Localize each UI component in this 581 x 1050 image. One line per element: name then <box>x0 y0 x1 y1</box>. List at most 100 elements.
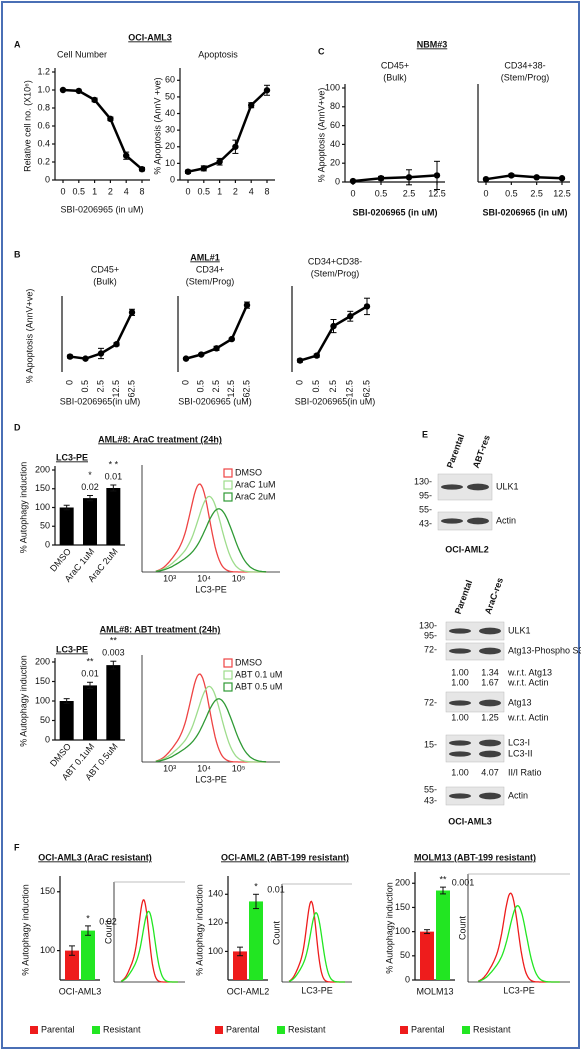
x-tick-label: 0.5 <box>375 188 388 198</box>
blot-band <box>467 483 489 491</box>
annotation: 0.01 <box>267 885 285 895</box>
chart-subtitle: LC3-PE <box>56 452 88 462</box>
data-point <box>363 303 371 310</box>
quant-value: w.r.t. Actin <box>507 712 549 722</box>
x-tick-label: 12.5 <box>553 188 571 198</box>
y-tick-label: 150 <box>35 676 50 686</box>
mw-marker: 43- <box>424 795 437 805</box>
data-point <box>200 165 207 172</box>
data-point <box>91 96 98 104</box>
overlay-x-label: LC3-PE <box>195 584 227 594</box>
data-point <box>182 355 190 362</box>
x-tick-label: 62.5 <box>126 380 136 398</box>
blot-band <box>449 740 471 746</box>
x-tick-label: 0.5 <box>73 186 86 196</box>
chart-title: (Stem/Prog) <box>311 268 360 278</box>
legend-label: AraC 1uM <box>235 479 276 489</box>
blot-strip <box>445 734 505 763</box>
chart-title: CD34+38- <box>504 60 545 70</box>
bar <box>83 685 97 740</box>
data-point <box>138 166 146 173</box>
x-tick-label: 2 <box>108 186 113 196</box>
y-tick-label: 50 <box>40 715 50 725</box>
overlay-y-label: Count <box>271 921 281 946</box>
bar <box>249 901 263 980</box>
x-axis-label: SBI-0206965 (in uM) <box>60 204 143 214</box>
data-point <box>75 87 83 95</box>
legend-label: ABT 0.1 uM <box>235 669 282 679</box>
histogram-curve <box>288 912 345 983</box>
x-tick-label: 0 <box>483 188 488 198</box>
annotation: * <box>86 913 90 923</box>
y-tick-label: 200 <box>35 464 50 474</box>
legend-label: AraC 2uM <box>235 491 276 501</box>
y-axis-label: % Autophagy induction <box>18 655 28 747</box>
blot-strip <box>445 786 505 806</box>
mw-marker: 43- <box>419 518 432 528</box>
legend-swatch <box>223 682 233 692</box>
legend-swatch <box>277 1026 285 1034</box>
lane-label: Parental <box>445 433 467 470</box>
data-line <box>62 88 143 171</box>
blot-band <box>449 751 471 757</box>
annotation: 0.02 <box>99 916 117 926</box>
x-tick-label: 0.5 <box>311 380 321 393</box>
data-point <box>216 158 223 165</box>
y-tick-label: 0.6 <box>37 120 50 130</box>
data-point <box>347 313 354 320</box>
chart-title: Apoptosis <box>198 49 238 59</box>
chart-title: CD45+ <box>381 60 409 70</box>
y-tick-label: 140 <box>208 889 223 899</box>
bar <box>59 507 74 545</box>
data-line <box>352 174 438 183</box>
quant-value: 1.67 <box>481 677 499 687</box>
x-axis-label: SBI-0206965 (uM) <box>178 396 252 406</box>
x-tick-label: 0 <box>350 188 355 198</box>
data-point <box>113 341 120 348</box>
y-tick-label: 1.2 <box>37 66 50 76</box>
quant-value: w.r.t. Atg13 <box>507 667 552 677</box>
data-point <box>349 177 357 185</box>
chart-title: CD34+ <box>196 264 224 274</box>
chart-title: (Stem/Prog) <box>501 72 550 82</box>
panel-label: B <box>14 249 21 259</box>
x-tick-label: 2.5 <box>95 380 105 393</box>
overlay-y-label: Count <box>457 916 467 941</box>
legend-swatch <box>223 468 233 478</box>
blot-band <box>479 792 501 800</box>
y-tick-label: 60 <box>165 75 175 85</box>
quant-value: 1.00 <box>451 712 469 722</box>
data-point <box>228 335 235 343</box>
chart-title: (Bulk) <box>383 72 407 82</box>
data-point <box>66 353 74 360</box>
x-tick-label: 2 <box>233 186 238 196</box>
histogram-curve <box>120 910 178 983</box>
x-axis-label: SBI-0206965(in uM) <box>60 396 141 406</box>
group-title: NBM#3 <box>417 39 448 49</box>
y-tick-label: 100 <box>35 695 50 705</box>
overlay-tick-label: 10⁴ <box>197 763 211 773</box>
y-tick-label: 200 <box>35 656 50 666</box>
annotation: 0.02 <box>81 482 99 492</box>
histogram-curve <box>478 905 560 983</box>
legend-label: ABT 0.5 uM <box>235 681 282 691</box>
data-point <box>405 174 413 181</box>
y-tick-label: 60 <box>330 120 340 130</box>
band-label: LC3-II <box>508 748 533 758</box>
x-tick-label: 0.5 <box>196 380 206 393</box>
lane-label: ABT-res <box>471 434 492 470</box>
band-label: Atg13 <box>508 697 532 707</box>
y-tick-label: 80 <box>330 101 340 111</box>
lane-label: AraC-res <box>483 576 505 615</box>
y-axis-label: % Autophagy induction <box>20 884 30 976</box>
data-point <box>59 86 67 94</box>
data-point <box>433 172 441 179</box>
data-point <box>263 87 271 94</box>
x-tick-label: 12.5 <box>226 380 236 398</box>
x-axis-label: SBI-0206965 (in uM) <box>482 207 567 217</box>
bar <box>83 498 97 545</box>
overlay-tick-label: 10³ <box>163 573 176 583</box>
x-tick-label: 0 <box>180 380 190 385</box>
legend-swatch <box>92 1026 100 1034</box>
